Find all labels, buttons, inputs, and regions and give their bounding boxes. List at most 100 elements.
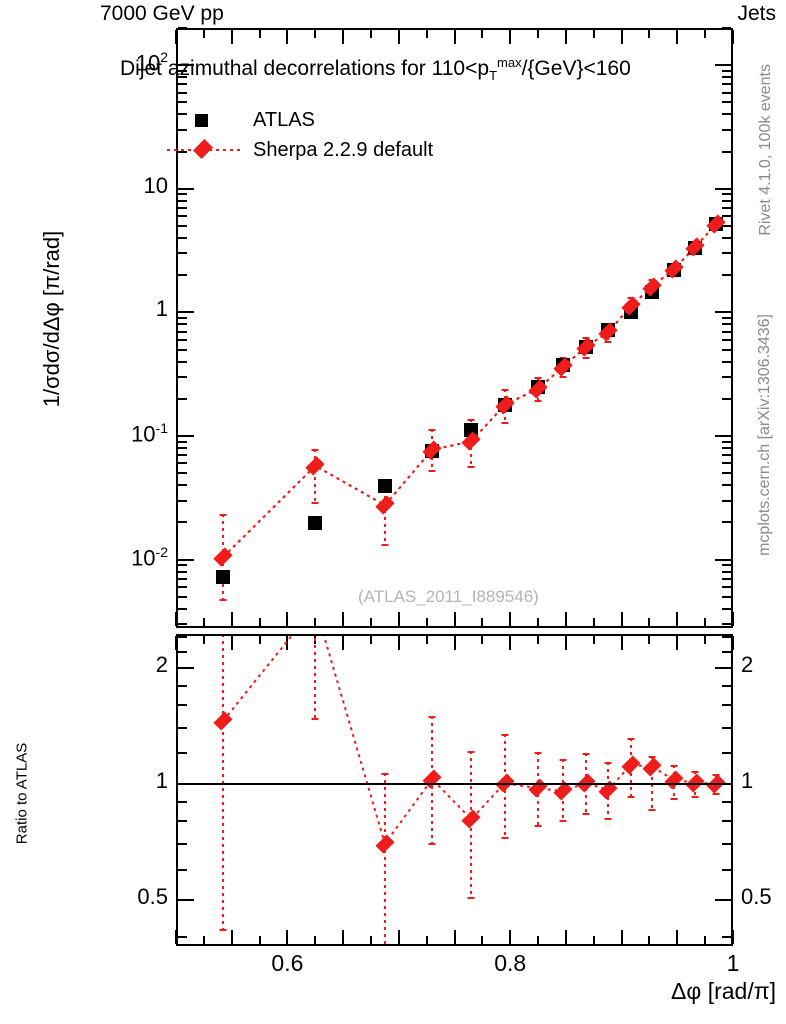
axis-tick	[342, 612, 345, 626]
axis-tick	[178, 521, 187, 524]
axis-tick	[722, 360, 731, 363]
axis-tick	[369, 618, 372, 626]
axis-tick	[178, 348, 187, 351]
error-bar-cap	[381, 543, 389, 546]
axis-tick	[732, 612, 734, 626]
axis-tick	[178, 274, 187, 277]
axis-tick	[722, 607, 731, 610]
axis-tick	[722, 128, 731, 131]
ratio-data-layer	[178, 636, 731, 944]
axis-tick	[178, 666, 194, 669]
axis-tick	[722, 726, 731, 729]
axis-tick	[175, 612, 177, 626]
y-axis-ticks-ratio-right: 2 1 0.5	[741, 634, 785, 946]
axis-tick	[230, 612, 233, 626]
axis-tick	[178, 376, 187, 379]
axis-tick	[202, 618, 205, 626]
y-tick-label-ratio: 2	[741, 651, 754, 677]
axis-tick	[722, 83, 731, 86]
axis-tick	[178, 360, 187, 363]
axis-tick	[732, 30, 734, 44]
axis-tick	[509, 612, 512, 626]
legend-label-atlas: ATLAS	[253, 108, 315, 131]
y-axis-ticks-main: 102 10 1 10-1 10-2	[64, 28, 168, 628]
axis-tick	[175, 930, 177, 944]
legend-entry-sherpa[interactable]: Sherpa 2.2.9 default	[165, 135, 433, 165]
data-point-diamond	[375, 834, 395, 854]
axis-tick	[178, 76, 187, 79]
axis-tick	[481, 30, 484, 38]
axis-tick	[175, 636, 177, 650]
axis-tick	[258, 618, 261, 626]
data-point-square	[377, 479, 392, 494]
axis-tick	[178, 27, 187, 29]
axis-tick	[722, 564, 731, 567]
axis-tick	[178, 868, 187, 871]
axis-tick	[648, 618, 651, 626]
axis-tick	[178, 462, 187, 465]
axis-tick	[230, 30, 233, 44]
legend: ATLAS Sherpa 2.2.9 default	[165, 105, 433, 165]
error-bar-cap	[381, 772, 389, 775]
axis-tick	[178, 607, 187, 610]
analysis-id-watermark: (ATLAS_2011_I889546)	[358, 587, 539, 606]
error-bar-cap	[428, 429, 436, 432]
axis-tick	[178, 215, 187, 218]
legend-entry-atlas[interactable]: ATLAS	[165, 105, 433, 135]
axis-tick	[178, 101, 187, 104]
data-point-square	[308, 515, 323, 530]
axis-tick	[178, 636, 187, 639]
axis-tick	[722, 376, 731, 379]
axis-tick	[425, 936, 428, 944]
y-axis-ticks-ratio-left: 2 1 0.5	[80, 634, 168, 946]
axis-tick	[722, 91, 731, 94]
data-point-diamond	[305, 456, 325, 476]
axis-tick	[715, 187, 731, 190]
axis-tick	[314, 936, 317, 944]
axis-tick	[722, 936, 731, 939]
main-data-layer	[178, 30, 731, 626]
axis-tick	[397, 30, 400, 44]
axis-tick	[722, 623, 731, 626]
axis-tick	[178, 623, 187, 626]
axis-tick	[722, 101, 731, 104]
axis-tick	[178, 113, 187, 116]
error-bar-cap	[428, 716, 436, 719]
y-tick-label-main: 102	[135, 49, 168, 76]
error-bar	[222, 636, 225, 930]
axis-tick	[592, 618, 595, 626]
axis-tick	[722, 150, 731, 153]
axis-tick	[592, 30, 595, 38]
axis-tick	[369, 30, 372, 38]
axis-tick	[425, 618, 428, 626]
axis-tick	[722, 215, 731, 218]
axis-tick	[722, 338, 731, 341]
axis-tick	[722, 193, 731, 196]
axis-tick	[537, 936, 540, 944]
plot-title: Dijet azimuthal decorrelations for 110<p…	[120, 55, 631, 83]
ratio-reference-line	[178, 783, 731, 785]
error-bar	[314, 636, 317, 719]
axis-tick	[314, 618, 317, 626]
axis-tick	[258, 936, 261, 944]
error-bar-cap	[534, 824, 542, 827]
error-bar-cap	[467, 750, 475, 753]
axis-tick	[676, 30, 679, 44]
axis-tick	[397, 612, 400, 626]
axis-tick	[342, 30, 345, 44]
axis-tick	[178, 69, 187, 72]
legend-label-sherpa: Sherpa 2.2.9 default	[253, 138, 434, 161]
axis-tick	[425, 30, 428, 38]
error-bar-cap	[311, 501, 319, 504]
header-analysis-label: Jets	[737, 2, 776, 25]
axis-tick	[722, 330, 731, 333]
axis-tick	[715, 899, 731, 902]
x-axis-ticks: 0.6 0.8 1	[176, 950, 739, 980]
axis-tick	[722, 199, 731, 202]
x-axis-label: Δφ [rad/π]	[671, 978, 776, 1004]
connector-line	[222, 223, 718, 558]
axis-tick	[202, 30, 205, 38]
axis-tick	[715, 311, 731, 314]
axis-tick	[397, 930, 400, 944]
axis-tick	[178, 83, 187, 86]
